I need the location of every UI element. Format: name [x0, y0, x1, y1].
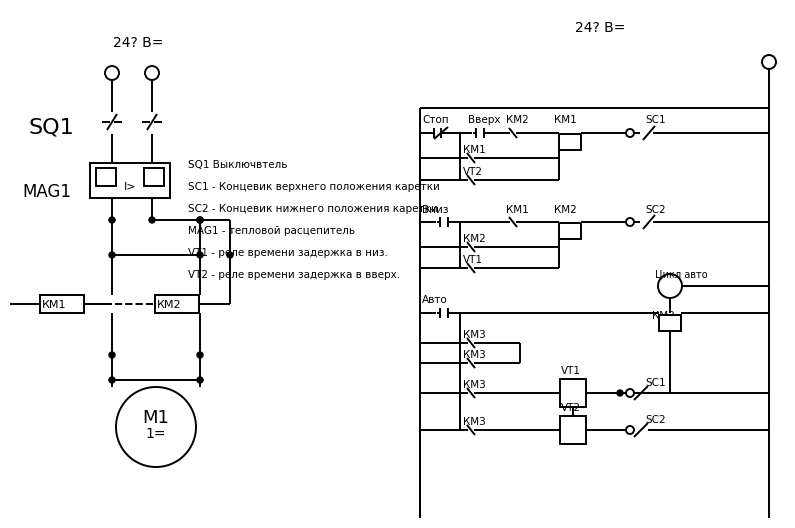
Circle shape	[109, 352, 115, 358]
Text: SQ1: SQ1	[28, 118, 74, 138]
Bar	[96, 168, 116, 186]
Circle shape	[105, 66, 119, 80]
Text: SC2 - Концевик нижнего положения каретки: SC2 - Концевик нижнего положения каретки	[188, 204, 438, 214]
Text: VT1: VT1	[463, 255, 483, 265]
Circle shape	[197, 217, 203, 223]
Circle shape	[762, 55, 776, 69]
Circle shape	[626, 129, 634, 137]
Text: КМ3: КМ3	[463, 417, 486, 427]
Text: SC1 - Концевик верхнего положения каретки: SC1 - Концевик верхнего положения каретк…	[188, 182, 440, 192]
Text: 1=: 1=	[145, 427, 166, 441]
Circle shape	[109, 377, 115, 383]
Circle shape	[197, 252, 203, 258]
Text: SC1: SC1	[645, 115, 665, 125]
Text: Вверх: Вверх	[468, 115, 501, 125]
Circle shape	[626, 426, 634, 434]
Text: SC1: SC1	[645, 378, 665, 388]
Text: КМ3: КМ3	[652, 311, 675, 321]
Circle shape	[197, 217, 203, 223]
Text: КМ1: КМ1	[506, 205, 529, 215]
Circle shape	[109, 252, 115, 258]
Text: SQ1 Выключвтель: SQ1 Выключвтель	[188, 160, 288, 170]
Circle shape	[116, 387, 196, 467]
Circle shape	[227, 252, 233, 258]
Bar	[659, 315, 681, 331]
Text: VT2: VT2	[561, 403, 581, 413]
Text: Вниз: Вниз	[422, 205, 448, 215]
Circle shape	[149, 217, 155, 223]
Text: КМ1: КМ1	[42, 300, 67, 310]
Bar	[560, 416, 586, 444]
Text: VT2 - реле времени задержка в вверх.: VT2 - реле времени задержка в вверх.	[188, 270, 400, 280]
Text: VT1 - реле времени задержка в низ.: VT1 - реле времени задержка в низ.	[188, 248, 388, 258]
Text: КМ1: КМ1	[554, 115, 576, 125]
Text: Стоп: Стоп	[422, 115, 448, 125]
Bar	[559, 134, 581, 150]
Text: I>: I>	[124, 182, 136, 192]
Circle shape	[617, 390, 623, 396]
Text: SC2: SC2	[645, 415, 665, 425]
Bar	[560, 379, 586, 407]
Circle shape	[626, 389, 634, 397]
Text: MAG1: MAG1	[22, 183, 71, 201]
Bar	[90, 163, 170, 198]
Text: КМ1: КМ1	[463, 145, 486, 155]
Text: VT1: VT1	[561, 366, 581, 376]
Circle shape	[109, 217, 115, 223]
Circle shape	[197, 377, 203, 383]
Text: SC2: SC2	[645, 205, 665, 215]
Text: 24? В=: 24? В=	[575, 21, 625, 35]
Text: VT2: VT2	[463, 167, 483, 177]
Text: 24? В=: 24? В=	[113, 36, 163, 50]
Circle shape	[658, 274, 682, 298]
Text: КМ3: КМ3	[463, 330, 486, 340]
Bar	[155, 295, 199, 313]
Circle shape	[626, 218, 634, 226]
Circle shape	[145, 66, 159, 80]
Text: КМ2: КМ2	[157, 300, 181, 310]
Text: M1: M1	[142, 409, 169, 427]
Text: Цикл авто: Цикл авто	[655, 269, 708, 279]
Circle shape	[197, 352, 203, 358]
Text: КМ3: КМ3	[463, 380, 486, 390]
Text: КМ3: КМ3	[463, 350, 486, 360]
Text: КМ2: КМ2	[463, 234, 486, 244]
Bar	[40, 295, 84, 313]
Text: Авто: Авто	[422, 295, 448, 305]
Bar	[144, 168, 164, 186]
Text: КМ2: КМ2	[506, 115, 529, 125]
Text: MAG1 - тепловой расцепитель: MAG1 - тепловой расцепитель	[188, 226, 355, 236]
Text: КМ2: КМ2	[554, 205, 576, 215]
Bar	[559, 223, 581, 239]
